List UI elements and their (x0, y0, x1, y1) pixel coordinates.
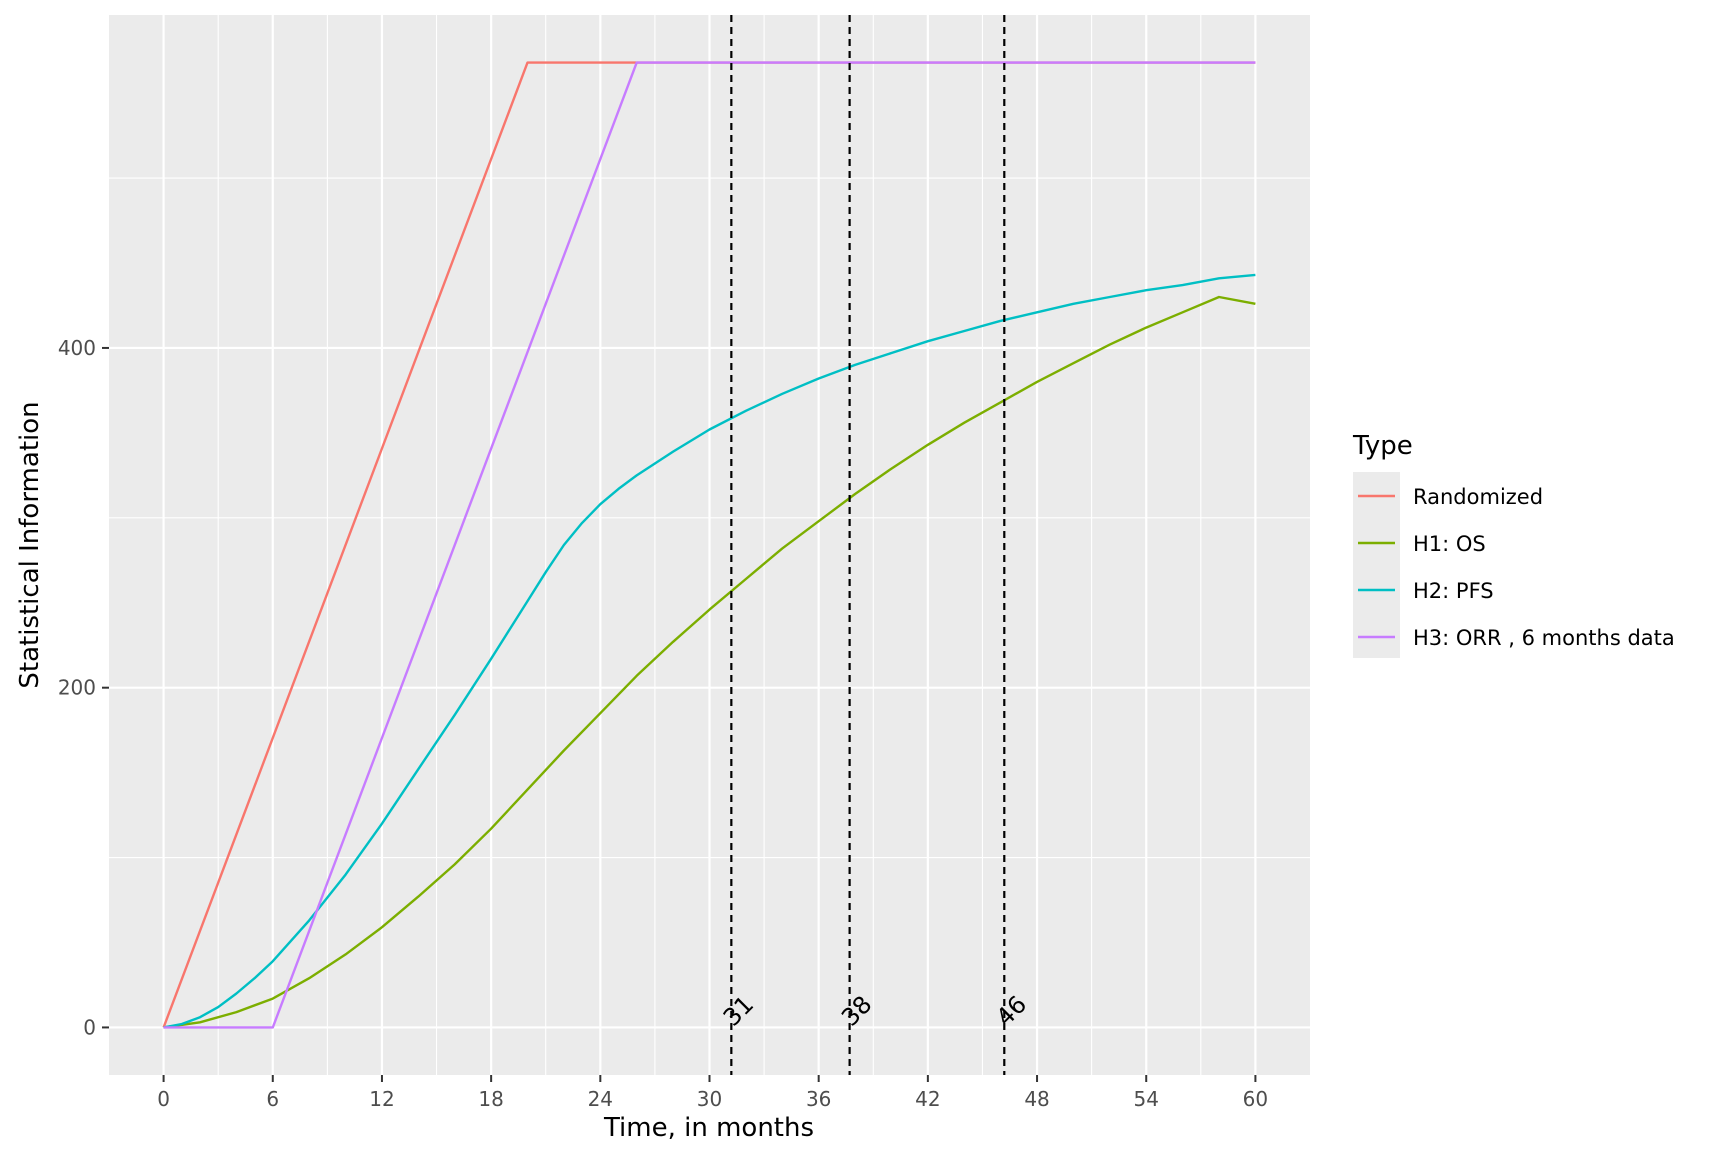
legend-label: Randomized (1413, 485, 1543, 509)
x-axis-title: Time, in months (603, 1113, 814, 1143)
x-tick-label: 24 (588, 1087, 613, 1111)
legend-title: Type (1352, 431, 1413, 461)
x-tick-label: 48 (1024, 1087, 1049, 1111)
x-tick-label: 54 (1134, 1087, 1159, 1111)
x-tick-label: 36 (806, 1087, 831, 1111)
series-line-h1-os (163, 295, 1256, 1029)
legend-key-background (1353, 472, 1400, 658)
x-tick-label: 18 (478, 1087, 503, 1111)
axis-ticks: 0 6 12 18 24 30 36 42 48 54 60 0 200 400 (58, 336, 1268, 1111)
y-tick-label: 0 (83, 1015, 96, 1039)
legend-items: Randomized H1: OS H2: PFS H3: ORR , 6 month… (1358, 485, 1675, 650)
legend: Type Randomized H1: OS H2: PFS H3: ORR , 6 … (1352, 431, 1675, 658)
y-axis-title: Statistical Information (15, 401, 45, 688)
x-tick-label: 60 (1243, 1087, 1268, 1111)
x-tick-label: 42 (915, 1087, 940, 1111)
x-tick-label: 12 (369, 1087, 394, 1111)
series-line-h3-orr-6-months-data (163, 61, 1256, 1029)
legend-label: H3: ORR , 6 months data (1413, 626, 1675, 650)
legend-label: H2: PFS (1413, 579, 1494, 603)
series-line-h2-pfs (163, 273, 1256, 1029)
x-tick-label: 0 (157, 1087, 170, 1111)
legend-label: H1: OS (1413, 532, 1486, 556)
y-tick-label: 400 (58, 336, 96, 360)
grid-major (109, 15, 1310, 1075)
series-layer (162, 61, 1256, 1029)
x-tick-label: 30 (697, 1087, 722, 1111)
x-tick-label: 6 (266, 1087, 279, 1111)
y-tick-label: 200 (58, 676, 96, 700)
